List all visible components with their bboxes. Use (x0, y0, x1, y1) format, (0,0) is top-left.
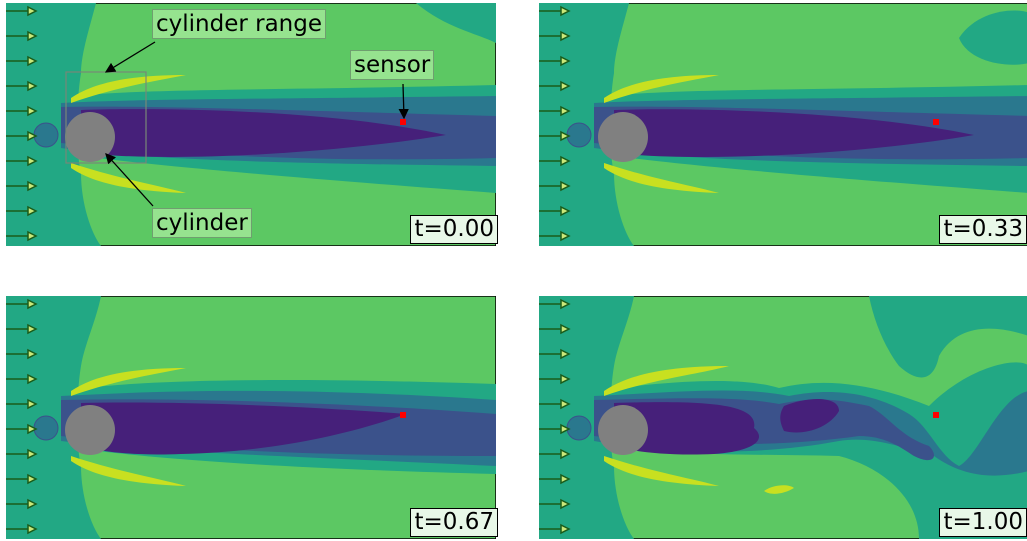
flow-field-plot (6, 3, 496, 246)
panel-t033: t=0.33 (539, 3, 1027, 246)
flow-field-plot (539, 296, 1027, 539)
sensor-marker (400, 119, 406, 125)
cylinder-shape (598, 405, 648, 455)
cylinder-shape (598, 112, 648, 162)
sensor-marker (400, 412, 406, 418)
sensor-marker (933, 412, 939, 418)
panel-t067: t=0.67 (6, 296, 498, 539)
cylinder-shape (65, 112, 115, 162)
cylinder-label: cylinder (152, 208, 252, 238)
cylinder-range-label: cylinder range (152, 9, 327, 39)
time-label: t=0.00 (410, 215, 498, 244)
time-label: t=0.67 (410, 508, 498, 537)
sensor-marker (933, 119, 939, 125)
flow-field-plot (6, 296, 496, 539)
cylinder-shape (65, 405, 115, 455)
time-label: t=0.33 (939, 215, 1027, 244)
flow-field-plot (539, 3, 1027, 246)
sensor-label: sensor (350, 50, 435, 80)
panel-t100: t=1.00 (539, 296, 1027, 539)
panel-t0: t=0.00 (6, 3, 498, 246)
time-label: t=1.00 (939, 508, 1027, 537)
